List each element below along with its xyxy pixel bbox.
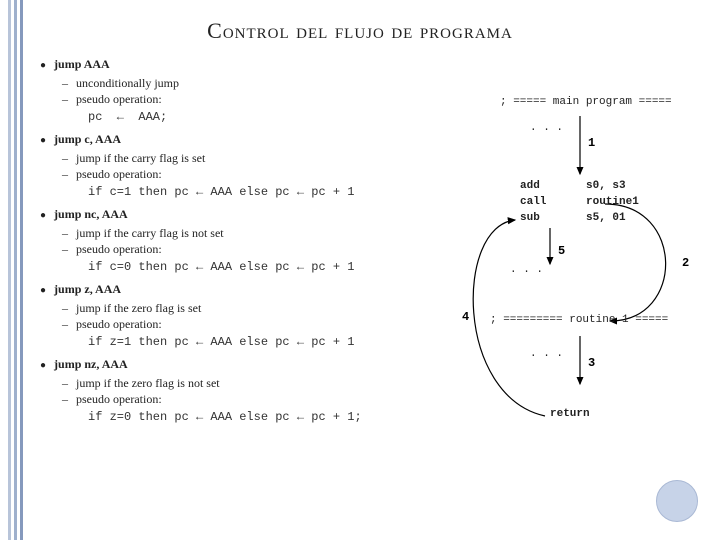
left-accent-bar-2 <box>14 0 17 540</box>
jump-z: jump z, AAA jump if the zero flag is set… <box>40 281 440 350</box>
page-title: Control del flujo de programa <box>0 18 720 44</box>
jump-aaa-desc: unconditionally jump <box>62 75 440 91</box>
jump-c-desc: jump if the carry flag is set <box>62 150 440 166</box>
asm-sub: sub s5, 01 <box>520 212 626 224</box>
jump-nc-desc: jump if the carry flag is not set <box>62 225 440 241</box>
jump-z-pseudo-label: pseudo operation: <box>62 316 440 332</box>
jump-nc-code: if c=0 then pc ← AAA else pc ← pc + 1 <box>40 259 440 275</box>
jump-aaa: jump AAA unconditionally jump pseudo ope… <box>40 56 440 125</box>
asm-routine1-header: ; ========= routine 1 ===== <box>490 314 668 326</box>
flow-num-3: 3 <box>588 356 595 370</box>
jump-nz-pseudo-label: pseudo operation: <box>62 391 440 407</box>
left-accent-bar-1 <box>8 0 11 540</box>
flow-diagram: ; ===== main program ===== . . . add s0,… <box>450 96 710 456</box>
asm-add: add s0, s3 <box>520 180 626 192</box>
flow-num-2: 2 <box>682 256 689 270</box>
asm-dots-top: . . . <box>530 122 563 134</box>
flow-num-1: 1 <box>588 136 595 150</box>
asm-return: return <box>550 408 590 420</box>
flow-num-4: 4 <box>462 310 469 324</box>
jump-c-pseudo-label: pseudo operation: <box>62 166 440 182</box>
jump-c-header: jump c, AAA <box>40 132 121 146</box>
jump-nc: jump nc, AAA jump if the carry flag is n… <box>40 206 440 275</box>
call-return-arcs <box>450 96 710 456</box>
jump-c: jump c, AAA jump if the carry flag is se… <box>40 131 440 200</box>
asm-dots-mid: . . . <box>510 264 543 276</box>
jump-nz-header: jump nz, AAA <box>40 357 128 371</box>
jump-aaa-code: pc ← AAA; <box>40 109 440 125</box>
jump-aaa-pseudo-label: pseudo operation: <box>62 91 440 107</box>
jump-aaa-header: jump AAA <box>40 57 110 71</box>
corner-circle-icon <box>656 480 698 522</box>
asm-main-header: ; ===== main program ===== <box>500 96 672 108</box>
left-accent-bar-3 <box>20 0 23 540</box>
jump-z-code: if z=1 then pc ← AAA else pc ← pc + 1 <box>40 334 440 350</box>
jump-nc-header: jump nc, AAA <box>40 207 128 221</box>
jump-z-desc: jump if the zero flag is set <box>62 300 440 316</box>
jump-nz-code: if z=0 then pc ← AAA else pc ← pc + 1; <box>40 409 440 425</box>
jump-nc-pseudo-label: pseudo operation: <box>62 241 440 257</box>
asm-dots-bot: . . . <box>530 348 563 360</box>
instruction-list: jump AAA unconditionally jump pseudo ope… <box>40 56 440 431</box>
asm-call: call routine1 <box>520 196 639 208</box>
flow-num-5: 5 <box>558 244 565 258</box>
jump-z-header: jump z, AAA <box>40 282 121 296</box>
content-area: jump AAA unconditionally jump pseudo ope… <box>40 56 704 528</box>
jump-nz: jump nz, AAA jump if the zero flag is no… <box>40 356 440 425</box>
jump-c-code: if c=1 then pc ← AAA else pc ← pc + 1 <box>40 184 440 200</box>
jump-nz-desc: jump if the zero flag is not set <box>62 375 440 391</box>
